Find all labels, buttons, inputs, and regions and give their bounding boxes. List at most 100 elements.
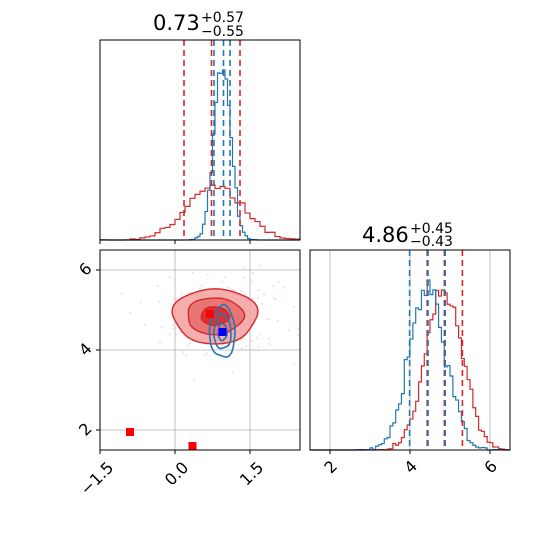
scatter-point: [187, 344, 190, 347]
scatter-point: [293, 362, 296, 365]
scatter-point: [144, 323, 147, 326]
marker-0: [126, 428, 134, 436]
marker-3: [218, 328, 227, 336]
marginal-y-tick-label-1: 4: [400, 457, 421, 478]
joint-x-tick-label-2: 1.5: [236, 458, 267, 489]
scatter-point: [259, 333, 262, 336]
scatter-point: [243, 267, 245, 270]
scatter-point: [265, 318, 268, 321]
marginal-y-panel: 2 4 6 4.86 +0.45 −0.43: [309, 221, 511, 478]
scatter-point: [221, 344, 224, 346]
joint-y-tick-label-0: 2: [75, 419, 96, 440]
scatter-point: [261, 302, 263, 305]
scatter-point: [250, 280, 253, 283]
scatter-point: [276, 319, 279, 322]
marginal-y-title-plus: +0.45: [410, 221, 453, 237]
red-histogram-x: [99, 184, 301, 241]
scatter-point: [206, 273, 209, 276]
scatter-point: [297, 327, 299, 330]
scatter-point: [283, 286, 286, 289]
blue-contour-1: [213, 312, 232, 350]
scatter-point: [224, 276, 227, 279]
scatter-point: [231, 289, 234, 291]
scatter-point: [203, 354, 206, 357]
scatter-point: [263, 293, 266, 296]
marginal-y-title-minus: −0.43: [410, 234, 453, 250]
scatter-point: [200, 284, 203, 287]
scatter-point: [179, 331, 182, 334]
scatter-point: [240, 289, 243, 292]
blue-histogram-x: [100, 69, 300, 241]
scatter-point: [251, 271, 254, 274]
scatter-point: [277, 281, 280, 284]
scatter-point: [171, 323, 174, 326]
blue-contour-0: [217, 322, 228, 342]
marginal-y-title: 4.86: [362, 223, 409, 247]
joint-y-tick-label-1: 4: [75, 339, 96, 360]
scatter-point: [175, 333, 178, 336]
scatter-point: [189, 291, 192, 294]
scatter-point: [198, 287, 201, 290]
scatter-point: [169, 276, 172, 279]
scatter-point: [168, 333, 171, 336]
scatter-point: [129, 312, 132, 314]
scatter-point: [193, 378, 196, 381]
joint-y-tick-label-2: 6: [75, 259, 96, 280]
scatter-point: [292, 305, 295, 308]
scatter-point: [257, 297, 259, 300]
scatter-point: [174, 298, 177, 301]
scatter-point: [120, 292, 123, 295]
marginal-x-panel: 0.73 +0.57 −0.55: [99, 10, 301, 244]
scatter-point: [156, 285, 159, 287]
scatter-point: [268, 343, 271, 346]
scatter-point: [242, 276, 245, 279]
scatter-point: [297, 333, 299, 336]
scatter-point: [272, 284, 275, 287]
scatter-point: [180, 293, 183, 296]
scatter-point: [231, 371, 234, 374]
marker-1: [188, 442, 197, 450]
marginal-x-frame: [99, 39, 301, 241]
scatter-point: [205, 352, 208, 355]
scatter-point: [252, 348, 254, 351]
scatter-point: [158, 300, 161, 303]
scatter-point: [188, 342, 191, 345]
joint-panel: −1.5 0.0 1.5 2 4 6: [75, 249, 301, 499]
marginal-x-title: 0.73: [153, 11, 200, 35]
scatter-point: [240, 338, 243, 341]
scatter-point: [221, 280, 223, 283]
scatter-point: [268, 318, 271, 321]
scatter-point: [139, 301, 142, 304]
scatter-point: [159, 341, 161, 344]
scatter-point: [160, 326, 163, 328]
scatter-point: [287, 329, 290, 332]
scatter-point: [256, 336, 259, 339]
scatter-point: [234, 290, 237, 292]
scatter-point: [257, 345, 260, 348]
marginal-y-tick-label-0: 2: [320, 457, 341, 478]
joint-x-tick-label-0: −1.5: [76, 458, 117, 499]
scatter-point: [258, 264, 261, 267]
scatter-point: [250, 340, 253, 342]
scatter-point: [185, 354, 188, 357]
scatter-point: [245, 344, 248, 347]
scatter-point: [251, 297, 254, 300]
scatter-point: [226, 286, 229, 289]
scatter-point: [171, 327, 174, 330]
scatter-point: [242, 337, 245, 340]
marginal-x-title-plus: +0.57: [201, 10, 244, 26]
scatter-point: [195, 349, 198, 351]
scatter-point: [257, 289, 260, 292]
scatter-point: [274, 298, 277, 301]
scatter-point: [223, 344, 225, 346]
scatter-point: [187, 291, 190, 294]
scatter-point: [244, 293, 247, 296]
blue-contour-2: [208, 303, 236, 358]
scatter-point: [191, 271, 194, 274]
marginal-y-tick-label-2: 6: [480, 457, 501, 478]
marker-2: [206, 310, 214, 318]
scatter-point: [240, 347, 243, 350]
scatter-point: [273, 297, 275, 300]
